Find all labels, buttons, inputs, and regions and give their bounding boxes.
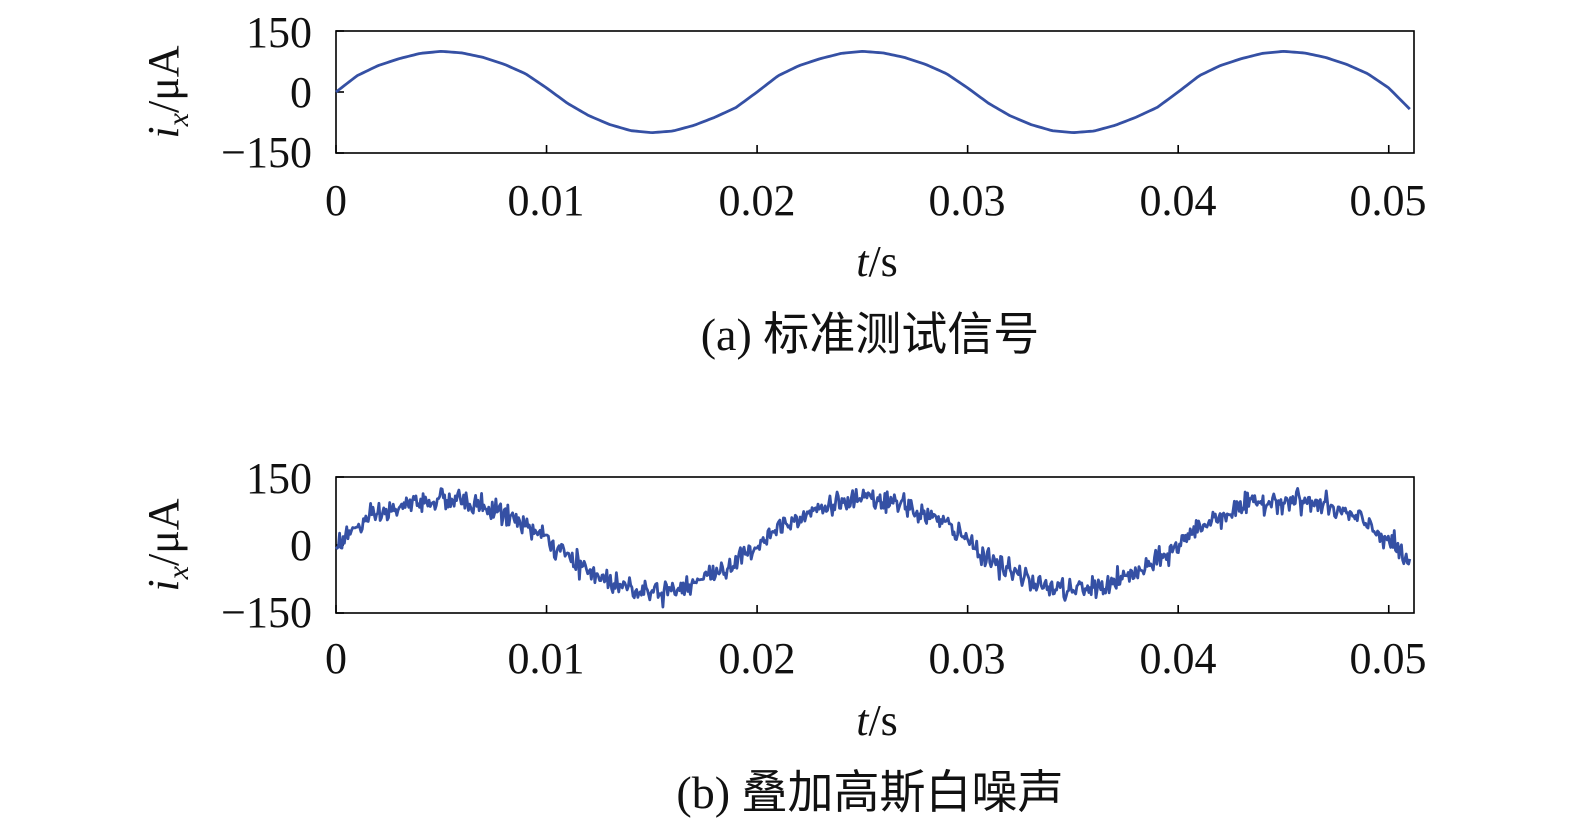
- y-axis-label-b: ix/μA: [139, 498, 195, 591]
- caption-b: (b) 叠加高斯白噪声: [676, 767, 1063, 818]
- series-line-a: [335, 49, 1411, 134]
- xtick-label-a-4: 0.04: [1140, 176, 1217, 225]
- ytick-label-b-0: 0: [290, 521, 312, 570]
- y-axis-unit-b: /μA: [139, 498, 188, 566]
- y-axis-label-a: ix/μA: [139, 45, 195, 138]
- xtick-label-a-3: 0.03: [929, 176, 1006, 225]
- ytick-label-a-neg150: −150: [221, 128, 312, 177]
- xtick-label-a-2: 0.02: [719, 176, 796, 225]
- xtick-label-a-1: 0.01: [508, 176, 585, 225]
- ytick-label-a-150: 150: [246, 8, 312, 57]
- y-axis-var-b: i: [139, 579, 188, 591]
- caption-a: (a) 标准测试信号: [701, 309, 1040, 360]
- plot-frame-a: [335, 30, 1415, 154]
- x-axis-label-b: t/s: [856, 696, 898, 745]
- x-axis-unit-b: /s: [868, 696, 897, 745]
- y-axis-unit-a: /μA: [139, 45, 188, 113]
- ticks-a: [335, 30, 1390, 154]
- panel-a: 150 0 −150 0 0.01 0.02 0.03 0.04 0.05 t/…: [139, 8, 1427, 360]
- x-axis-label-a: t/s: [856, 237, 898, 286]
- xtick-label-b-3: 0.03: [929, 634, 1006, 683]
- xtick-label-b-1: 0.01: [508, 634, 585, 683]
- xtick-label-a-5: 0.05: [1350, 176, 1427, 225]
- series-line-b: [334, 487, 1412, 609]
- y-axis-sub-a: x: [162, 112, 195, 127]
- xtick-label-a-0: 0: [325, 176, 347, 225]
- xtick-labels-b: 0 0.01 0.02 0.03 0.04 0.05: [325, 634, 1427, 683]
- ytick-label-b-neg150: −150: [221, 588, 312, 637]
- x-axis-var-b: t: [856, 696, 870, 745]
- xtick-label-b-4: 0.04: [1140, 634, 1217, 683]
- xtick-labels-a: 0 0.01 0.02 0.03 0.04 0.05: [325, 176, 1427, 225]
- panel-b: 150 0 −150 0 0.01 0.02 0.03 0.04 0.05 t/…: [139, 454, 1427, 818]
- x-axis-var-a: t: [856, 237, 870, 286]
- ticks-b: [335, 476, 1390, 614]
- xtick-label-b-5: 0.05: [1350, 634, 1427, 683]
- xtick-label-b-0: 0: [325, 634, 347, 683]
- x-axis-unit-a: /s: [868, 237, 897, 286]
- ytick-label-a-0: 0: [290, 68, 312, 117]
- ytick-label-b-150: 150: [246, 454, 312, 503]
- y-axis-var-a: i: [139, 126, 188, 138]
- xtick-label-b-2: 0.02: [719, 634, 796, 683]
- y-axis-sub-b: x: [162, 565, 195, 580]
